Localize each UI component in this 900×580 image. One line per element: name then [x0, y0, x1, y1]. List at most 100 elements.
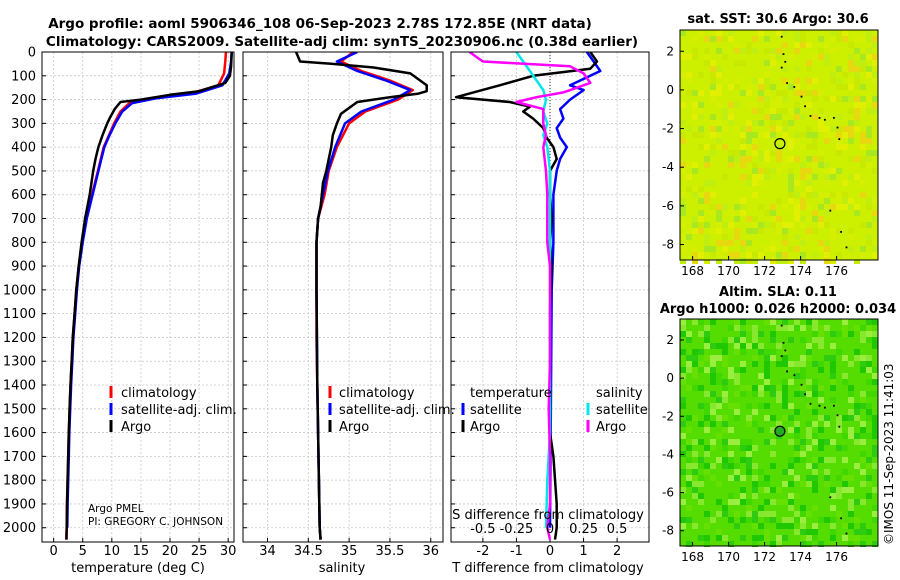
- map-cell: [830, 78, 836, 84]
- map-cell: [782, 379, 788, 385]
- map-cell: [698, 186, 704, 192]
- map-cell: [758, 78, 764, 84]
- map-cell: [806, 126, 812, 132]
- map-cell: [776, 258, 782, 264]
- x-tick-label: 25: [191, 544, 208, 559]
- map-cell: [848, 60, 854, 66]
- map-cell: [764, 174, 770, 180]
- map-cell: [848, 391, 854, 397]
- map-cell: [728, 493, 734, 499]
- map-cell: [752, 120, 758, 126]
- map-cell: [692, 319, 698, 325]
- salinity-series: [294, 52, 428, 540]
- map-cell: [710, 96, 716, 102]
- map-cell: [698, 192, 704, 198]
- map-cell: [842, 36, 848, 42]
- map-cell: [686, 54, 692, 60]
- map-cell: [752, 541, 758, 547]
- map-cell: [704, 156, 710, 162]
- map-cell: [812, 138, 818, 144]
- map-cell: [686, 475, 692, 481]
- map-cell: [704, 234, 710, 240]
- map-cell: [722, 397, 728, 403]
- map-cell: [830, 535, 836, 541]
- map-cell: [860, 427, 866, 433]
- map-cell: [830, 174, 836, 180]
- map-cell: [848, 84, 854, 90]
- island-dot: [800, 383, 803, 386]
- map-cell: [836, 30, 842, 36]
- map-cell: [734, 319, 740, 325]
- map-cell: [770, 415, 776, 421]
- map-cell: [692, 361, 698, 367]
- map-cell: [830, 493, 836, 499]
- map-cell: [866, 108, 872, 114]
- x-tick-label: 1: [579, 544, 587, 559]
- map-cell: [848, 138, 854, 144]
- map-cell: [770, 84, 776, 90]
- map-cell: [800, 523, 806, 529]
- map-cell: [872, 36, 878, 42]
- map-cell: [692, 216, 698, 222]
- map-cell: [854, 409, 860, 415]
- map-cell: [794, 409, 800, 415]
- map-cell: [812, 90, 818, 96]
- map-cell: [770, 48, 776, 54]
- map-cell: [830, 385, 836, 391]
- map-cell: [836, 168, 842, 174]
- map-cell: [782, 252, 788, 258]
- map-cell: [686, 126, 692, 132]
- map-cell: [872, 541, 878, 547]
- map-cell: [842, 126, 848, 132]
- map-cell: [764, 156, 770, 162]
- map-cell: [800, 168, 806, 174]
- map-cell: [854, 517, 860, 523]
- map-cell: [812, 325, 818, 331]
- top-x-tick-label: 0: [546, 522, 554, 537]
- map-cell: [722, 343, 728, 349]
- island-dot: [793, 374, 796, 377]
- map-cell: [788, 258, 794, 264]
- map-cell: [788, 439, 794, 445]
- island-dot: [824, 406, 826, 409]
- map-cell: [692, 186, 698, 192]
- map-cell: [866, 457, 872, 463]
- map-cell: [686, 457, 692, 463]
- map-cell: [716, 120, 722, 126]
- map-cell: [830, 373, 836, 379]
- map-cell: [860, 361, 866, 367]
- legend-label-climatology: climatology: [121, 386, 197, 401]
- map-cell: [710, 409, 716, 415]
- map-cell: [806, 475, 812, 481]
- map-cell: [704, 445, 710, 451]
- map-cell: [770, 150, 776, 156]
- map-cell: [716, 204, 722, 210]
- map-cell: [782, 162, 788, 168]
- map-cell: [794, 451, 800, 457]
- map-cell: [782, 469, 788, 475]
- map-cell: [842, 331, 848, 337]
- map-cell: [800, 391, 806, 397]
- map-cell: [752, 168, 758, 174]
- figure-title-line2: Climatology: CARS2009. Satellite-adj cli…: [46, 34, 638, 50]
- map-cell: [734, 439, 740, 445]
- depth-tick-label: 100: [11, 69, 36, 84]
- map-cell: [848, 156, 854, 162]
- map-cell: [770, 511, 776, 517]
- island-dot: [782, 341, 785, 344]
- island-dot: [784, 349, 787, 352]
- map-cell: [806, 349, 812, 355]
- map-cell: [836, 84, 842, 90]
- map-cell: [704, 222, 710, 228]
- map-cell: [692, 102, 698, 108]
- map-cell: [824, 180, 830, 186]
- map-cell: [806, 156, 812, 162]
- map-cell: [722, 355, 728, 361]
- difference-axes-box: [450, 51, 650, 543]
- map-cell: [740, 174, 746, 180]
- map-cell: [788, 493, 794, 499]
- map-cell: [758, 96, 764, 102]
- map-cell: [758, 204, 764, 210]
- map-cell: [746, 445, 752, 451]
- map-cell: [860, 433, 866, 439]
